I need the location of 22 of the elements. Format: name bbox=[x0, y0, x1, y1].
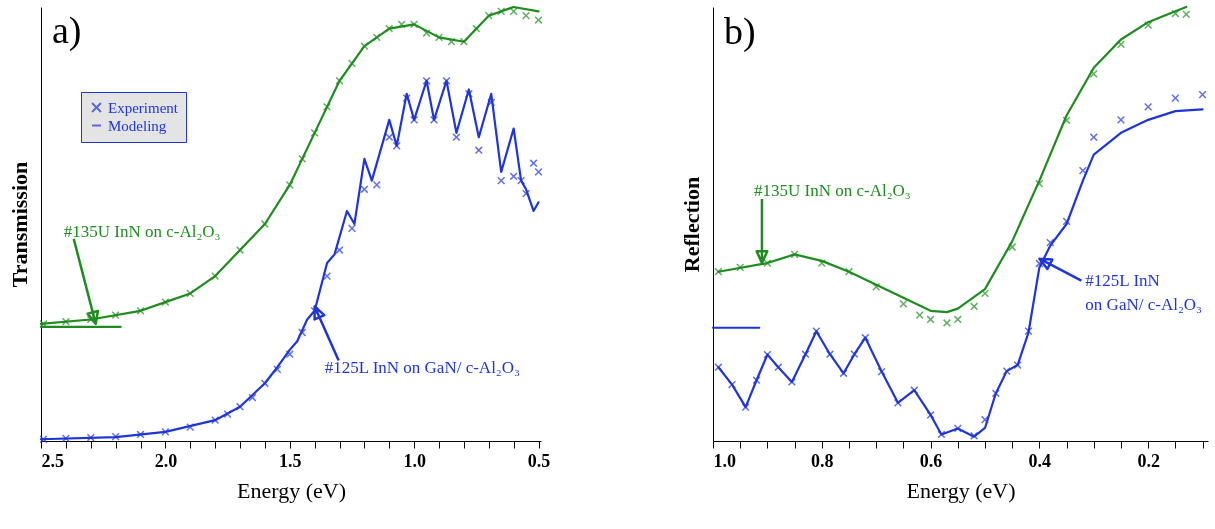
chart-title: b) bbox=[724, 9, 756, 53]
y-axis-title: Reflection bbox=[678, 176, 704, 273]
x-tick-label: 0.5 bbox=[527, 450, 551, 471]
legend-label: Modeling bbox=[108, 117, 167, 134]
y-axis-title: Transmission bbox=[6, 161, 32, 288]
x-tick-label: 1.5 bbox=[279, 450, 302, 471]
x-tick-label: 0.8 bbox=[811, 450, 834, 471]
annotation: #125L InN on GaN/ c-Al₂O₃ bbox=[324, 358, 521, 378]
chart-title: a) bbox=[52, 8, 82, 52]
annotation: #135U InN on c-Al₂O₃ bbox=[753, 181, 911, 201]
x-tick-label: 2.0 bbox=[154, 450, 178, 471]
x-axis-title: Energy (eV) bbox=[906, 477, 1016, 503]
x-tick-label: 2.5 bbox=[41, 450, 64, 471]
x-tick-label: 0.2 bbox=[1137, 450, 1160, 471]
x-axis-title: Energy (eV) bbox=[237, 477, 346, 503]
annotation: #135U InN on c-Al₂O₃ bbox=[63, 221, 221, 241]
x-tick-label: 0.6 bbox=[919, 450, 943, 471]
x-tick-label: 1.0 bbox=[713, 450, 736, 471]
annotation: #125L InN on GaN/ c-Al₂O₃ bbox=[1085, 270, 1203, 314]
x-tick-label: 0.4 bbox=[1028, 450, 1052, 471]
legend-label: Experiment bbox=[108, 99, 179, 116]
x-tick-label: 1.0 bbox=[403, 450, 426, 471]
